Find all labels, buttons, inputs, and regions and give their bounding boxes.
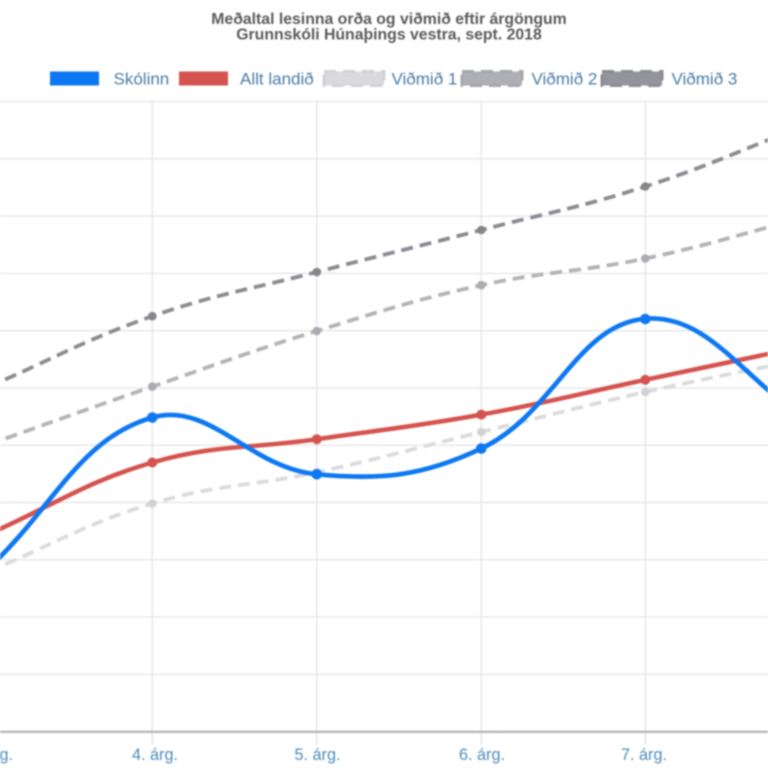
svg-text:7. árg.: 7. árg. xyxy=(621,746,667,764)
svg-text:3. árg.: 3. árg. xyxy=(0,746,13,764)
svg-text:6. árg.: 6. árg. xyxy=(459,746,505,764)
svg-text:Viðmið 1: Viðmið 1 xyxy=(392,70,458,89)
svg-text:Viðmið 2: Viðmið 2 xyxy=(532,70,598,89)
svg-text:Allt landið: Allt landið xyxy=(240,70,314,89)
svg-text:4. árg.: 4. árg. xyxy=(132,746,178,764)
svg-text:Meðaltal lesinna orða og viðmi: Meðaltal lesinna orða og viðmið eftir ár… xyxy=(211,11,566,28)
svg-text:Skólinn: Skólinn xyxy=(114,70,170,89)
svg-text:Grunnskóli Húnaþings vestra, s: Grunnskóli Húnaþings vestra, sept. 2018 xyxy=(236,27,542,44)
svg-text:5. árg.: 5. árg. xyxy=(295,746,341,764)
svg-text:Viðmið 3: Viðmið 3 xyxy=(672,70,738,89)
